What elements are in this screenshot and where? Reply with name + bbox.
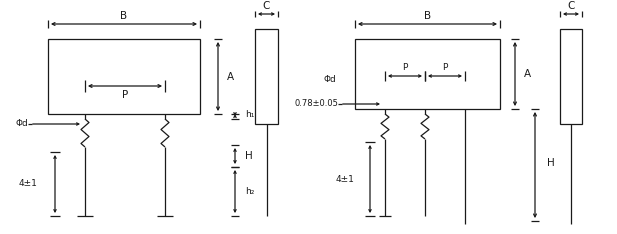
Text: 0.78±0.05: 0.78±0.05 [294, 99, 338, 109]
Text: A: A [226, 72, 234, 81]
Bar [560, 29, 582, 124]
Text: 4±1: 4±1 [335, 175, 354, 183]
Text: H: H [547, 157, 555, 168]
Text: H: H [245, 151, 253, 161]
Bar [48, 39, 200, 114]
Text: C: C [567, 1, 574, 11]
Text: B: B [120, 11, 128, 21]
Text: C: C [263, 1, 270, 11]
Text: Φd: Φd [323, 74, 336, 84]
Bar [255, 29, 278, 124]
Text: P: P [122, 90, 128, 100]
Bar [355, 39, 500, 109]
Text: 4±1: 4±1 [18, 179, 37, 189]
Text: A: A [523, 69, 531, 79]
Text: h₁: h₁ [245, 110, 254, 119]
Text: P: P [402, 62, 408, 72]
Text: h₂: h₂ [245, 187, 254, 196]
Text: Φd: Φd [15, 120, 28, 128]
Text: P: P [442, 62, 448, 72]
Text: B: B [424, 11, 431, 21]
